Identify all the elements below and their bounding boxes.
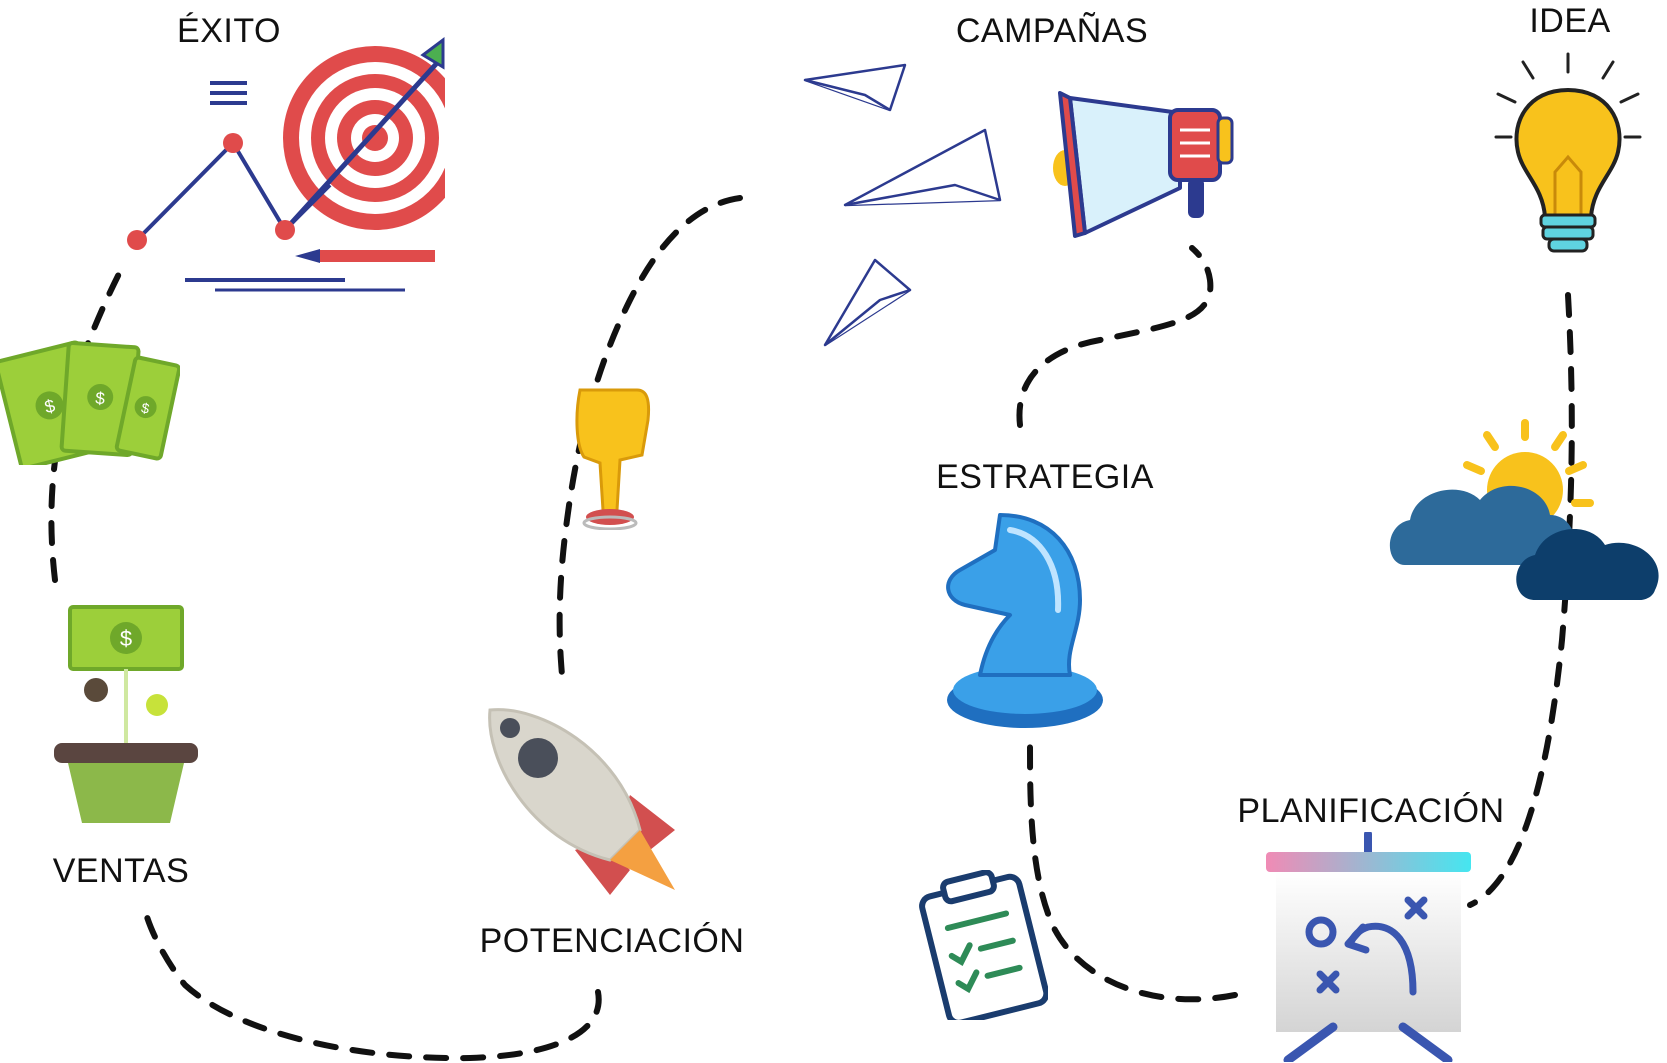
path-planificacion-to-estrategia [1027,742,1238,1003]
weather-cloud-sun-icon [1389,419,1659,600]
step-label-ventas: VENTAS [52,852,190,890]
megaphone-icon [1053,91,1234,238]
lightbulb-icon [1494,52,1642,253]
step-label-campanas: CAMPAÑAS [955,12,1149,50]
path-idea-to-planificacion [1467,292,1575,908]
path-potenciacion-to-ventas [142,907,602,1062]
svg-text:$: $ [42,395,57,417]
svg-text:$: $ [120,626,132,651]
svg-text:$: $ [95,389,106,409]
rocket-icon [488,708,675,895]
step-label-exito: ÉXITO [177,12,281,50]
path-estrategia-to-campanas [1016,245,1214,428]
step-label-potenciacion: POTENCIACIÓN [479,922,745,960]
step-label-estrategia: ESTRATEGIA [936,458,1154,496]
chess-knight-icon [946,513,1103,728]
pointing-hand-button-icon [575,388,651,530]
money-bills-icon: $ $ $ [0,340,180,465]
svg-text:$: $ [140,399,151,416]
money-plant-icon: $ [54,605,198,823]
strategy-board-icon [1266,832,1471,1062]
target-growth-icon [127,37,445,292]
step-label-idea: IDEA [1529,2,1611,40]
clipboard-checklist-icon [919,870,1048,1020]
paper-plane-icon [803,63,1002,347]
step-label-planificacion: PLANIFICACIÓN [1237,792,1505,830]
path-campanas-to-potenciacion [556,195,743,678]
